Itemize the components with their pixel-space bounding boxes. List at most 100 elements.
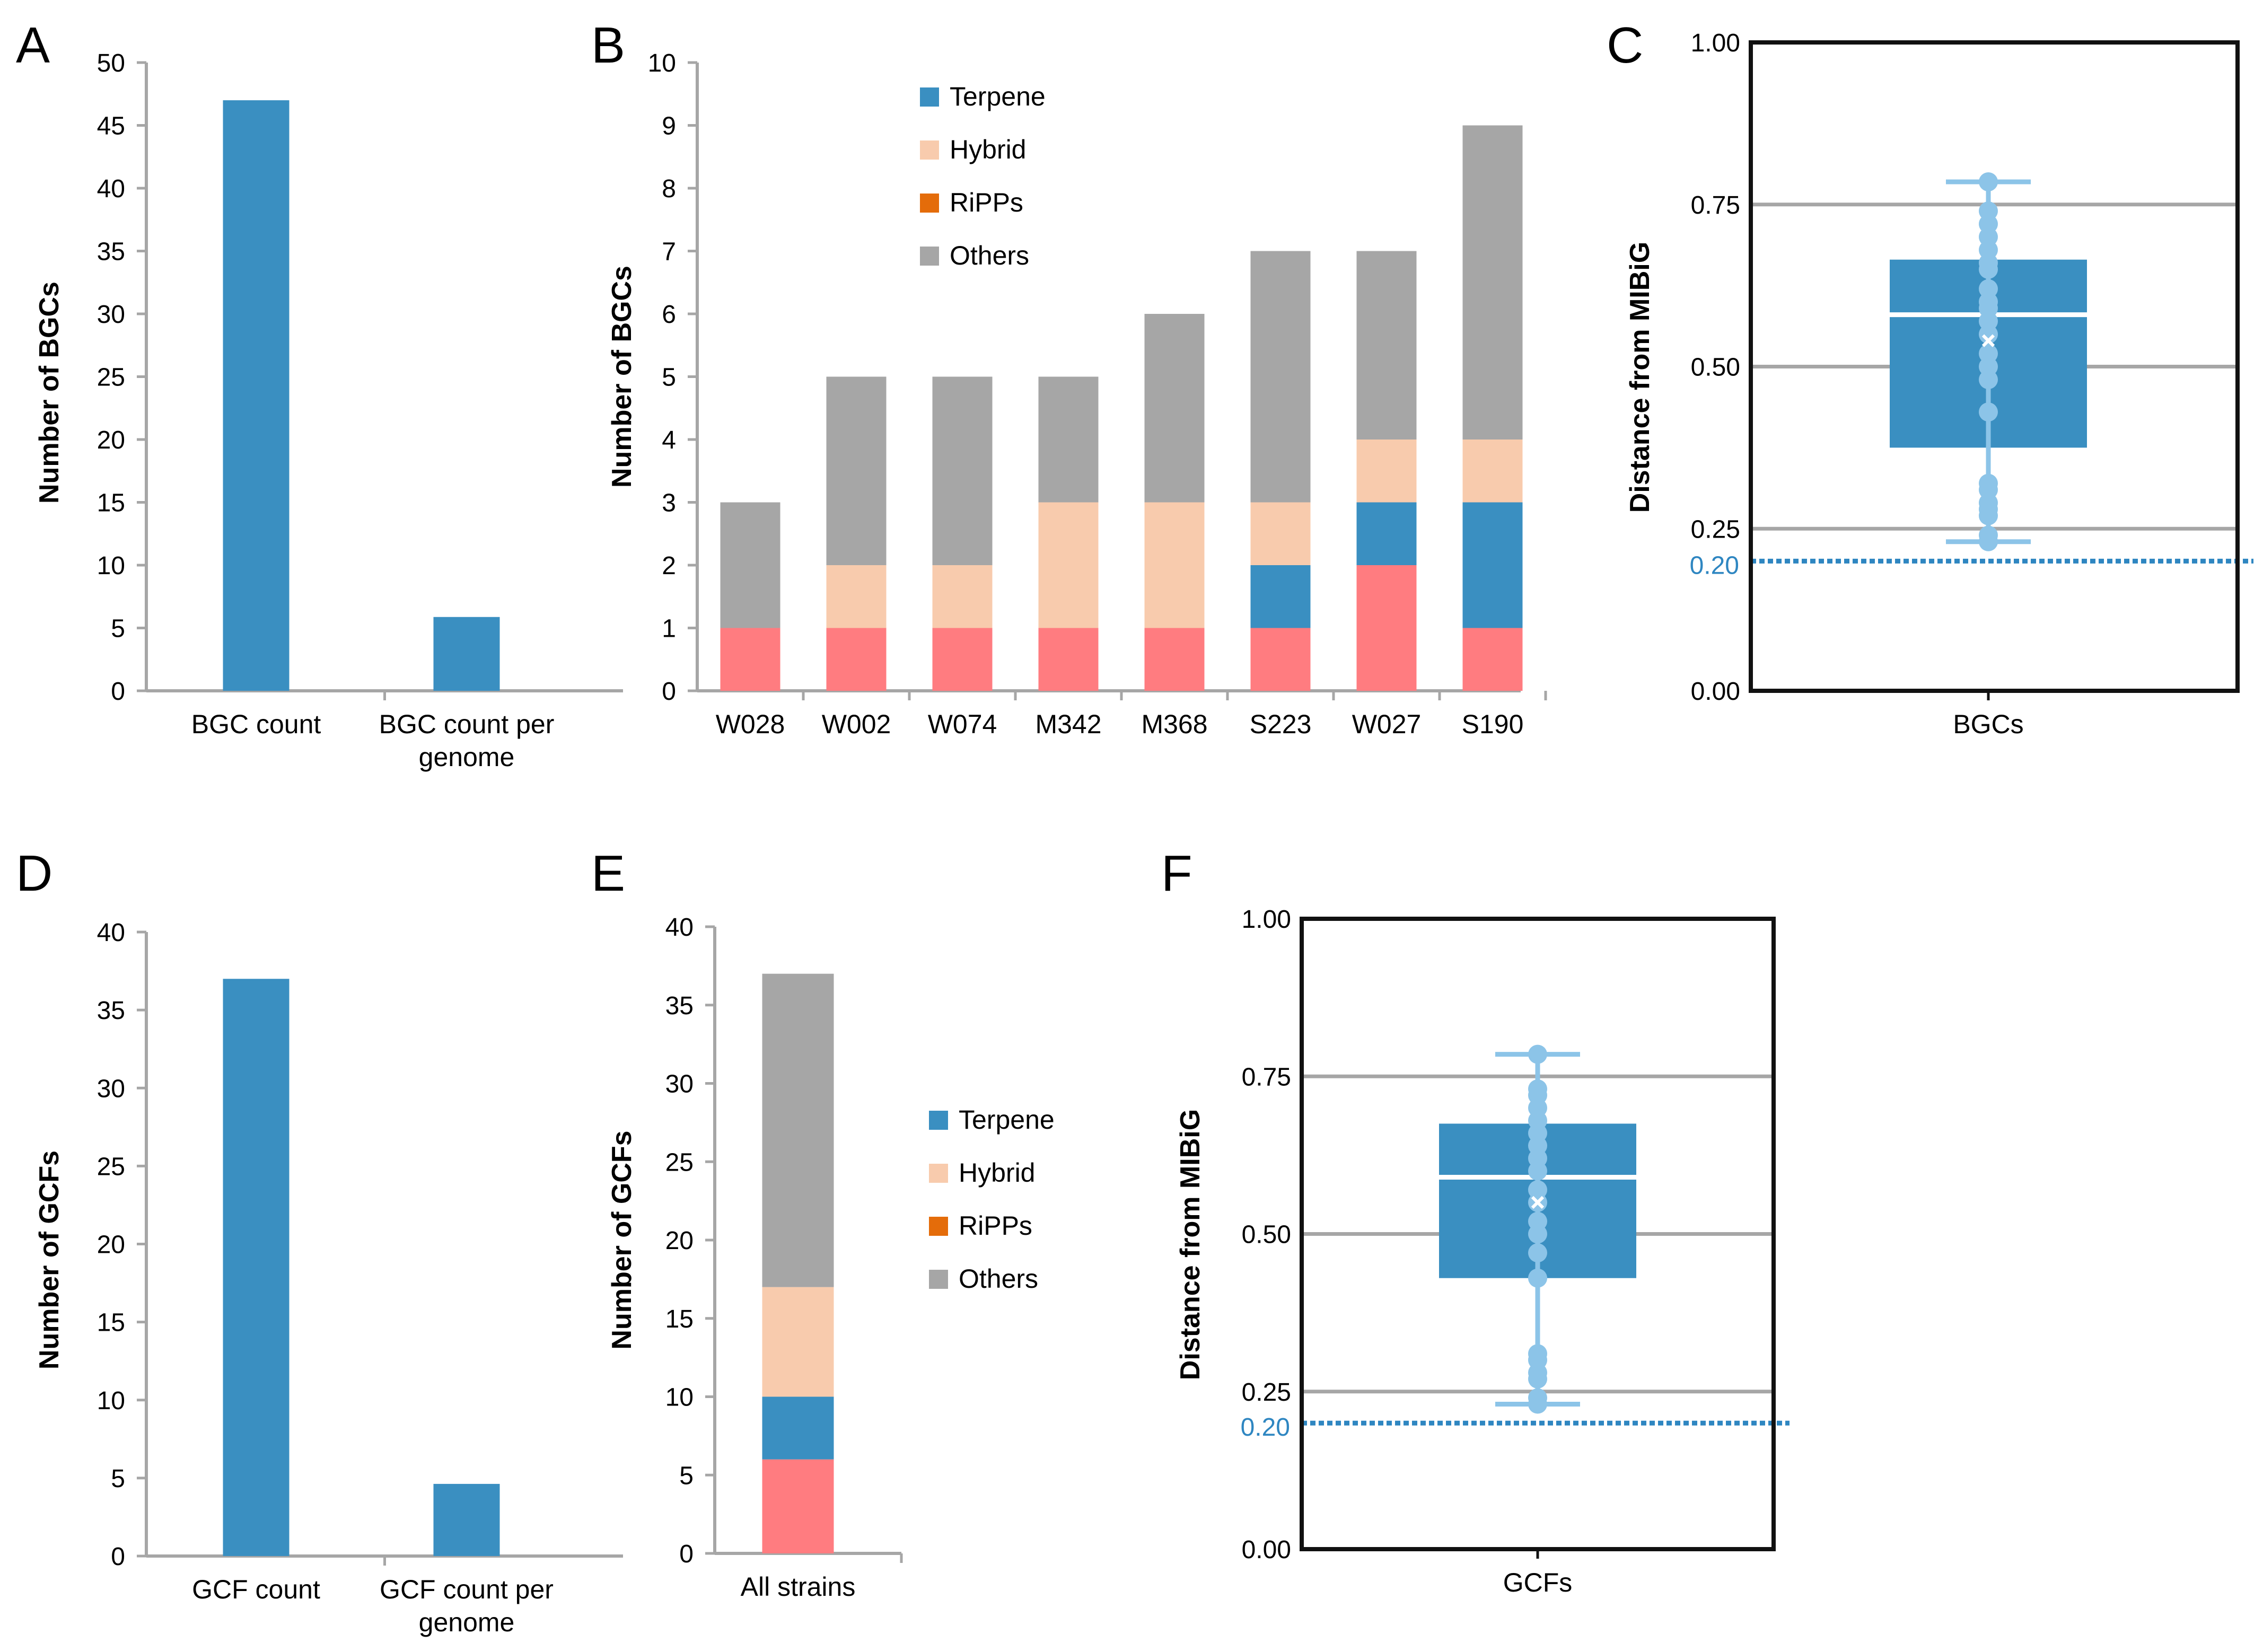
bar-segment-b-3-2 [1038, 502, 1099, 628]
y-tick-label: 10 [665, 1384, 694, 1412]
data-point [1979, 172, 1998, 191]
bar-segment-e-0-0 [762, 1459, 834, 1553]
y-tick-label: 25 [97, 1153, 125, 1181]
y-tick-label: 35 [665, 992, 694, 1020]
y-tick-label: 40 [665, 913, 694, 942]
x-category-label: GCF count per [380, 1575, 554, 1604]
y-tick-label: 1 [662, 615, 676, 643]
x-category-label: W027 [1352, 709, 1422, 739]
reference-line-label: 0.20 [1690, 551, 1739, 579]
bar-segment-b-2-0 [932, 628, 993, 691]
y-axis-title-d: Number of GCFs [34, 1150, 65, 1369]
data-point [1528, 1388, 1547, 1408]
legend-swatch [929, 1270, 948, 1289]
bar-segment-b-1-2 [826, 565, 887, 628]
data-point [1979, 344, 1998, 364]
panel-label-f: F [1161, 845, 1192, 902]
legend-label: Others [959, 1264, 1038, 1294]
y-tick-label: 40 [97, 175, 125, 203]
x-category-label: M368 [1141, 709, 1207, 739]
bar-a-0 [223, 100, 290, 691]
data-point [1979, 525, 1998, 545]
y-tick-label: 15 [665, 1305, 694, 1333]
x-category-label: S223 [1250, 709, 1312, 739]
y-tick-label: 8 [662, 175, 676, 203]
y-tick-label: 7 [662, 238, 676, 266]
y-axis-title-a: Number of BGCs [34, 282, 65, 504]
y-axis-title-c: Distance from MIBiG [1625, 242, 1655, 513]
bar-segment-b-7-1 [1462, 502, 1523, 628]
bar-segment-e-0-1 [762, 1396, 834, 1460]
legend-label: RiPPs [959, 1211, 1032, 1241]
legend-label: Terpene [959, 1105, 1055, 1135]
data-point [1979, 402, 1998, 422]
y-tick-label: 1.00 [1691, 29, 1740, 57]
data-point [1979, 473, 1998, 493]
y-tick-label: 0.75 [1691, 191, 1740, 219]
y-tick-label: 3 [662, 489, 676, 517]
legend-swatch [920, 87, 939, 107]
mean-marker [1981, 334, 1995, 347]
x-category-label: GCF count [192, 1575, 320, 1604]
y-tick-label: 0.25 [1242, 1378, 1291, 1407]
bar-segment-b-1-0 [826, 628, 887, 691]
y-tick-label: 0 [662, 678, 676, 706]
y-tick-label: 30 [97, 301, 125, 329]
bar-segment-b-3-0 [1038, 628, 1099, 691]
data-point [1979, 279, 1998, 298]
y-tick-label: 10 [648, 49, 676, 77]
legend-swatch [929, 1111, 948, 1130]
y-tick-label: 0.00 [1242, 1536, 1291, 1564]
y-tick-label: 50 [97, 49, 125, 77]
bar-segment-e-0-2 [762, 1287, 834, 1397]
data-point [1528, 1180, 1547, 1200]
panel-label-e: E [591, 845, 625, 902]
data-point [1979, 201, 1998, 221]
x-category-label: W074 [928, 709, 997, 739]
bar-segment-b-5-2 [1250, 502, 1311, 565]
y-tick-label: 15 [97, 489, 125, 517]
y-tick-label: 30 [665, 1070, 694, 1099]
bar-d-0 [223, 979, 290, 1556]
y-tick-label: 25 [665, 1148, 694, 1176]
x-category-label: genome [419, 742, 515, 772]
x-category-label: GCFs [1503, 1568, 1573, 1597]
legend-swatch [929, 1217, 948, 1236]
plot-frame [1749, 40, 2240, 693]
bar-a-1 [433, 617, 500, 691]
legend-label: RiPPs [950, 188, 1023, 217]
bar-segment-b-0-0 [720, 628, 780, 691]
panel-label-b: B [591, 17, 625, 74]
bar-segment-b-7-2 [1462, 440, 1523, 503]
y-tick-label: 20 [97, 1231, 125, 1259]
x-category-label: BGC count [191, 709, 321, 739]
bar-segment-b-3-4 [1038, 376, 1099, 503]
data-point [1528, 1044, 1547, 1064]
legend-swatch [920, 140, 939, 160]
bar-segment-b-4-2 [1144, 502, 1205, 628]
mean-marker [1531, 1196, 1545, 1209]
legend-label: Hybrid [950, 135, 1026, 164]
y-tick-label: 10 [97, 552, 125, 580]
x-category-label: BGC count per [379, 709, 555, 739]
x-category-label: W002 [822, 709, 891, 739]
legend-label: Hybrid [959, 1158, 1035, 1188]
bar-segment-b-4-0 [1144, 628, 1205, 691]
y-tick-label: 45 [97, 112, 125, 140]
panel-label-d: D [16, 845, 52, 902]
bar-segment-b-2-4 [932, 376, 993, 565]
y-tick-label: 6 [662, 301, 676, 329]
y-tick-label: 0.75 [1242, 1063, 1291, 1091]
x-category-label: BGCs [1953, 709, 2023, 739]
bar-segment-b-6-4 [1356, 251, 1417, 440]
y-tick-label: 2 [662, 552, 676, 580]
data-point [1528, 1268, 1547, 1288]
y-tick-label: 5 [662, 364, 676, 392]
bar-segment-b-6-1 [1356, 502, 1417, 565]
panel-label-c: C [1607, 17, 1643, 74]
bar-segment-b-6-0 [1356, 565, 1417, 691]
y-tick-label: 20 [665, 1227, 694, 1255]
y-tick-label: 10 [97, 1387, 125, 1415]
y-tick-label: 0.50 [1691, 354, 1740, 382]
